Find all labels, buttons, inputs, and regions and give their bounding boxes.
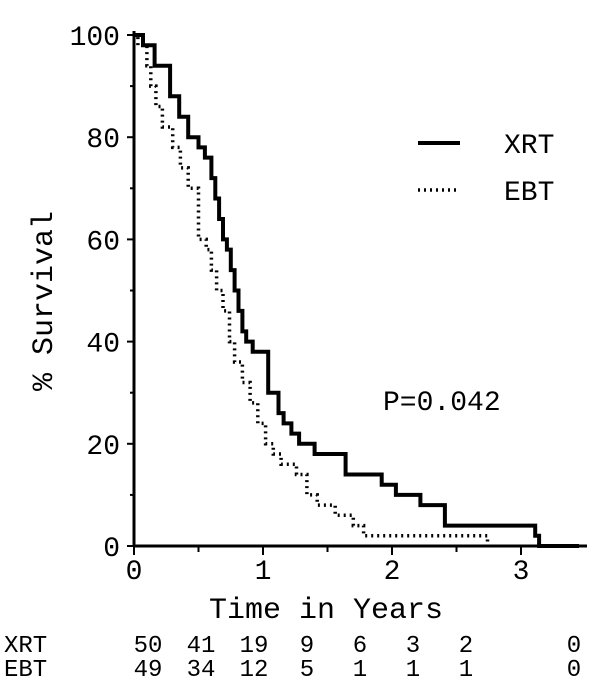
p-value-annotation: P=0.042 — [383, 388, 501, 419]
x-tick-label: 1 — [255, 557, 272, 588]
legend: XRT EBT — [418, 131, 554, 209]
at-risk-value: 2 — [459, 633, 473, 660]
at-risk-value: 3 — [406, 633, 420, 660]
series-layer — [134, 33, 579, 548]
series-line-xrt — [134, 33, 579, 548]
at-risk-value: 5 — [300, 657, 314, 684]
at-risk-value: 6 — [353, 633, 367, 660]
at-risk-value: 49 — [134, 657, 163, 684]
y-tick-label: 0 — [103, 534, 120, 565]
at-risk-value: 0 — [567, 633, 581, 660]
at-risk-row-label: XRT — [4, 633, 47, 660]
at-risk-value: 50 — [134, 633, 163, 660]
at-risk-value: 19 — [240, 633, 269, 660]
y-tick-label: 100 — [70, 23, 120, 54]
legend-label-ebt: EBT — [504, 178, 554, 209]
at-risk-value: 0 — [567, 657, 581, 684]
y-tick-label: 40 — [86, 330, 120, 361]
at-risk-value: 34 — [187, 657, 216, 684]
at-risk-value: 1 — [406, 657, 420, 684]
x-tick-label: 2 — [384, 557, 401, 588]
at-risk-value: 12 — [240, 657, 269, 684]
at-risk-table: XRT 50 41 19 9 6 3 2 0 EBT 49 34 12 5 1 1 1 0 — [4, 633, 581, 684]
legend-label-xrt: XRT — [504, 131, 554, 162]
series-line-ebt — [134, 33, 490, 546]
at-risk-value: 41 — [187, 633, 216, 660]
axes — [132, 31, 587, 548]
y-tick-label: 20 — [86, 432, 120, 463]
x-axis-label: Time in Years — [209, 594, 443, 628]
x-tick-label: 0 — [126, 557, 143, 588]
labels: % Survival Time in Years P=0.042 0204060… — [28, 23, 529, 628]
x-tick-label: 3 — [513, 557, 530, 588]
at-risk-value: 9 — [300, 633, 314, 660]
y-axis-label: % Survival — [28, 211, 62, 391]
y-tick-label: 60 — [86, 227, 120, 258]
tick-marks — [127, 34, 522, 555]
y-tick-label: 80 — [86, 125, 120, 156]
at-risk-value: 1 — [353, 657, 367, 684]
at-risk-value: 1 — [459, 657, 473, 684]
at-risk-row-label: EBT — [4, 657, 47, 684]
